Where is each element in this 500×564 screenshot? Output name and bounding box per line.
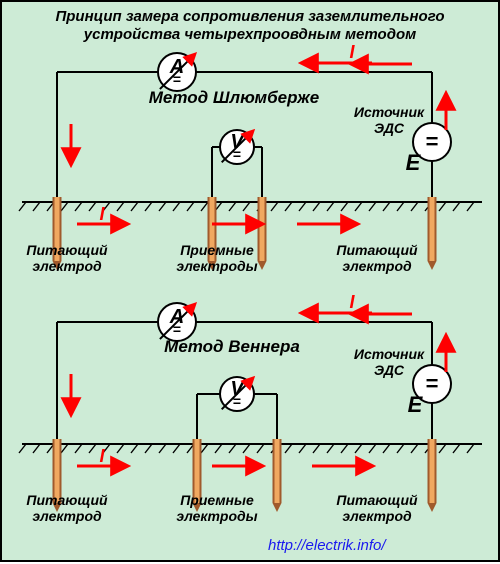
circuit-svg: A=V==IIA=V==II — [2, 2, 500, 564]
feed-electrode-2l: Питающий электрод — [22, 492, 112, 524]
diagram-canvas: Принцип замера сопротивления заземлитель… — [0, 0, 500, 562]
recv-electrode-1: Приемные электроды — [162, 242, 272, 274]
source-label-2: Источник ЭДС — [344, 346, 434, 378]
svg-text:I: I — [349, 292, 355, 312]
feed-electrode-1l: Питающий электрод — [22, 242, 112, 274]
E-label-1: E — [398, 150, 428, 175]
source-url: http://electrik.info/ — [268, 537, 386, 554]
svg-text:I: I — [349, 42, 355, 62]
method2-label: Метод Веннера — [142, 337, 322, 357]
source-label-1: Источник ЭДС — [344, 104, 434, 136]
feed-electrode-1r: Питающий электрод — [332, 242, 422, 274]
svg-text:I: I — [99, 204, 105, 224]
svg-text:I: I — [99, 446, 105, 466]
recv-electrode-2: Приемные электроды — [162, 492, 272, 524]
E-label-2: E — [400, 392, 430, 417]
feed-electrode-2r: Питающий электрод — [332, 492, 422, 524]
method1-label: Метод Шлюмберже — [124, 88, 344, 108]
